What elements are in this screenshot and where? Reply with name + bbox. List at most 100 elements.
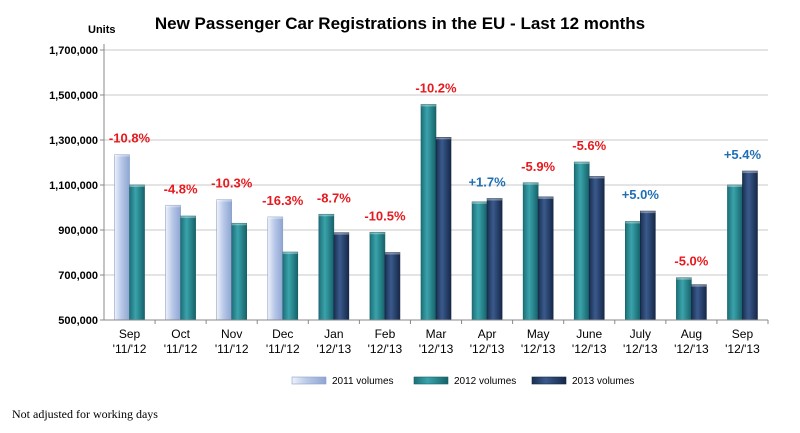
bar-2011-volumes	[114, 154, 130, 321]
bar-2012-volumes	[573, 161, 590, 321]
bar-highlight	[114, 154, 130, 157]
y-tick-label: 500,000	[58, 315, 98, 327]
x-tick-label-period: '12/'13	[470, 342, 505, 356]
x-tick-label-period: '11/'12	[266, 342, 300, 356]
bar-2012-volumes	[471, 201, 488, 321]
bar-2012-volumes	[676, 277, 692, 321]
bar-2011-volumes	[216, 199, 232, 321]
x-tick-label: Mar	[426, 327, 447, 341]
x-tick-label: Oct	[171, 327, 190, 341]
bar-highlight	[267, 216, 283, 219]
x-tick-label-period: '12/'13	[419, 342, 454, 356]
x-tick-label-period: '11/'12	[215, 342, 249, 356]
x-tick-label-period: '12/'13	[368, 342, 403, 356]
x-tick-label: Jan	[324, 327, 343, 341]
bar-highlight	[436, 137, 451, 140]
bar-highlight	[369, 232, 385, 235]
labels-layer: Sep'11/'12-10.8%Oct'11/'12-4.8%Nov'11/'1…	[109, 80, 762, 356]
bars-layer	[114, 104, 758, 321]
y-tick-label: 1,100,000	[49, 180, 98, 192]
x-tick-label: July	[630, 327, 651, 341]
footnote: Not adjusted for working days	[12, 407, 158, 421]
bar-2013-volumes	[537, 196, 554, 321]
bar-2012-volumes	[129, 184, 145, 321]
x-tick-label-period: '12/'13	[317, 342, 352, 356]
x-tick-label: Apr	[478, 327, 497, 341]
y-tick-label: 1,500,000	[49, 90, 98, 102]
y-tick-label: 1,700,000	[49, 45, 98, 57]
bar-highlight	[282, 252, 298, 255]
bar-2013-volumes	[640, 210, 656, 321]
x-tick-label-period: '12/'13	[674, 342, 709, 356]
bar-2013-volumes	[588, 176, 605, 321]
x-tick-label: May	[527, 327, 550, 341]
bar-highlight	[231, 223, 247, 226]
legend-swatch	[531, 376, 567, 385]
change-data-label: -10.8%	[109, 131, 151, 146]
bar-2011-volumes	[267, 216, 284, 321]
bar-2012-volumes	[369, 231, 386, 321]
legend-swatch	[291, 376, 327, 385]
x-tick-label: Nov	[221, 327, 242, 341]
bar-2012-volumes	[318, 213, 335, 321]
bar-highlight	[742, 171, 758, 174]
bar-2013-volumes	[486, 198, 503, 321]
x-tick-label-period: '12/'13	[521, 342, 556, 356]
change-data-label: -10.5%	[364, 208, 406, 223]
bar-2013-volumes	[333, 232, 350, 321]
x-tick-label: Sep	[119, 327, 141, 341]
change-data-label: +5.4%	[724, 147, 762, 162]
legend-entry: 2011 volumes	[332, 376, 394, 387]
bar-highlight	[421, 104, 436, 107]
legend-swatch	[413, 376, 449, 385]
bar-2013-volumes	[384, 252, 401, 321]
bar-highlight	[129, 185, 145, 187]
bar-2012-volumes	[180, 215, 196, 321]
y-tick-label: 700,000	[58, 270, 98, 282]
x-tick-label-period: '12/'13	[623, 342, 658, 356]
chart-title: New Passenger Car Registrations in the E…	[154, 14, 646, 33]
bar-highlight	[625, 221, 641, 224]
x-tick-label: Aug	[681, 327, 702, 341]
change-data-label: +1.7%	[468, 175, 506, 190]
bar-2012-volumes	[522, 182, 539, 321]
x-tick-label-period: '12/'13	[572, 342, 607, 356]
bar-highlight	[180, 216, 196, 219]
legend-entry: 2012 volumes	[454, 376, 516, 387]
change-data-label: -4.8%	[164, 181, 198, 196]
y-axis-label: Units	[88, 24, 116, 36]
bar-highlight	[216, 199, 232, 202]
axis-layer: 500,000 700,000 900,000 1,100,000 1,300,000 1…	[49, 44, 769, 327]
bar-highlight	[472, 201, 488, 204]
x-tick-label-period: '11/'12	[164, 342, 198, 356]
x-tick-label: Feb	[375, 327, 396, 341]
y-tick-label: 900,000	[58, 225, 98, 237]
change-data-label: -10.2%	[415, 80, 457, 95]
bar-2013-volumes	[435, 137, 452, 321]
bar-highlight	[574, 162, 590, 165]
bar-highlight	[589, 176, 605, 179]
bar-2013-volumes	[691, 284, 707, 321]
change-data-label: -5.6%	[572, 138, 606, 153]
legend: 2011 volumes 2012 volumes 2013 volumes	[291, 376, 634, 387]
bar-highlight	[691, 284, 707, 287]
x-tick-label: June	[576, 327, 602, 341]
x-tick-label-period: '11/'12	[113, 342, 147, 356]
change-data-label: +5.0%	[622, 187, 660, 202]
bar-2012-volumes	[420, 104, 437, 321]
x-tick-label: Dec	[272, 327, 293, 341]
bar-highlight	[165, 205, 181, 208]
bar-highlight	[333, 232, 349, 235]
bar-highlight	[640, 211, 656, 214]
y-tick-label: 1,300,000	[49, 135, 98, 147]
bar-2013-volumes	[742, 170, 758, 321]
change-data-label: -8.7%	[317, 190, 351, 205]
change-data-label: -5.0%	[674, 254, 708, 269]
x-tick-label: Sep	[732, 327, 754, 341]
bar-chart: 500,000 700,000 900,000 1,100,000 1,300,000 1…	[49, 44, 769, 387]
change-data-label: -10.3%	[211, 176, 253, 191]
bar-highlight	[727, 185, 743, 187]
bar-2012-volumes	[231, 222, 247, 321]
bar-2011-volumes	[165, 204, 181, 321]
bar-2012-volumes	[625, 221, 641, 321]
